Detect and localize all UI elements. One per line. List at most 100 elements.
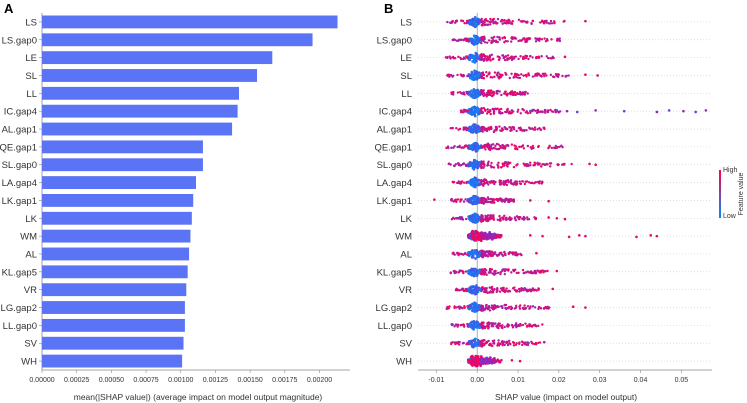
dot xyxy=(474,251,478,254)
panel-b-xtick-label: 0.00 xyxy=(470,377,484,384)
dot xyxy=(528,55,532,58)
dot xyxy=(549,73,553,77)
dot xyxy=(554,146,557,150)
dot xyxy=(466,74,469,78)
dot xyxy=(503,161,507,164)
swarm-LK.gap1 xyxy=(433,194,550,206)
dot xyxy=(470,267,474,271)
dot xyxy=(548,22,552,25)
dot xyxy=(521,268,525,272)
dot xyxy=(480,289,484,292)
panel-b-label-KL.gap5: KL.gap5 xyxy=(377,267,412,278)
dot xyxy=(503,214,506,218)
swarm-QE.gap1 xyxy=(445,141,564,153)
dot xyxy=(452,56,455,60)
dot xyxy=(494,144,497,147)
dot xyxy=(474,229,478,233)
panel-b-label-WH: WH xyxy=(396,357,412,368)
dot xyxy=(501,305,504,308)
dot xyxy=(458,307,461,310)
swarm-LG.gap2 xyxy=(445,301,587,313)
dot xyxy=(452,146,455,149)
dot xyxy=(492,342,496,345)
dot xyxy=(492,214,495,217)
dot xyxy=(541,180,544,184)
dot xyxy=(474,95,478,99)
dot xyxy=(512,251,515,255)
dot xyxy=(471,129,474,133)
dot xyxy=(496,305,499,309)
dot xyxy=(534,40,538,43)
dot xyxy=(483,20,486,24)
dot xyxy=(501,162,504,165)
dot xyxy=(481,251,484,255)
dot xyxy=(519,112,522,115)
dot xyxy=(467,251,471,254)
dot xyxy=(482,202,485,205)
dot xyxy=(463,109,466,112)
dot xyxy=(510,143,514,146)
dot xyxy=(474,361,477,365)
dot xyxy=(480,58,483,61)
dot xyxy=(484,219,488,222)
panel-a-label-LA.gap4: LA.gap4 xyxy=(2,178,37,189)
dot xyxy=(485,180,489,183)
dot xyxy=(477,161,480,165)
panel-b-label-LL: LL xyxy=(401,89,412,100)
dot xyxy=(490,250,493,253)
outlier-dot xyxy=(577,234,581,237)
dot xyxy=(488,269,492,272)
dot xyxy=(488,93,492,97)
dot xyxy=(523,341,527,344)
dot xyxy=(463,325,466,328)
dot xyxy=(543,127,546,131)
dot xyxy=(474,257,477,260)
panel-b-label-WM: WM xyxy=(395,232,412,243)
outlier-dot xyxy=(622,109,626,113)
dot xyxy=(499,182,503,185)
dot xyxy=(445,146,448,150)
dot xyxy=(475,131,478,134)
dot xyxy=(464,164,468,168)
dot xyxy=(464,287,468,291)
dot xyxy=(523,304,526,307)
dot xyxy=(494,322,497,325)
dot xyxy=(506,165,509,168)
dot xyxy=(487,160,490,163)
panel-b-label-SV: SV xyxy=(399,339,412,350)
dot xyxy=(475,108,479,112)
dot xyxy=(481,39,484,42)
dot xyxy=(491,291,495,294)
dot xyxy=(487,39,491,42)
dot xyxy=(453,21,457,24)
dot xyxy=(501,111,504,115)
panel-a-xtick-label: 0.00100 xyxy=(168,377,193,384)
dot xyxy=(486,91,489,95)
dot xyxy=(449,56,452,60)
dot xyxy=(505,163,509,166)
dot xyxy=(511,324,514,328)
dot xyxy=(465,21,468,25)
dot xyxy=(461,74,464,78)
dot xyxy=(480,166,484,169)
dot xyxy=(481,305,485,309)
dot xyxy=(511,126,514,129)
dot xyxy=(459,57,463,61)
dot xyxy=(547,307,550,310)
dot xyxy=(498,179,501,182)
dot xyxy=(536,128,539,131)
panel-b-label-SL.gap0: SL.gap0 xyxy=(377,160,412,171)
panel-b-label-IC.gap4: IC.gap4 xyxy=(379,107,412,118)
dot xyxy=(490,217,494,220)
dot xyxy=(546,109,550,112)
dot xyxy=(519,126,522,129)
dot xyxy=(458,289,461,292)
bar-WM xyxy=(42,229,191,243)
dot xyxy=(489,17,492,21)
dot xyxy=(486,20,490,23)
dot xyxy=(482,144,486,148)
dot xyxy=(493,201,496,204)
panel-a-xtick-label: 0.00200 xyxy=(307,377,332,384)
outlier-dot xyxy=(563,55,567,59)
panel-b-label-LA.gap4: LA.gap4 xyxy=(377,178,412,189)
